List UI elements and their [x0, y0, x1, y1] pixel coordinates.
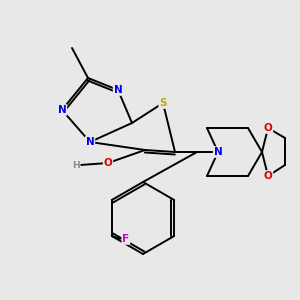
Text: N: N: [114, 85, 122, 95]
Text: O: O: [103, 158, 112, 168]
Text: S: S: [159, 98, 167, 108]
Text: N: N: [58, 105, 66, 115]
Text: O: O: [264, 123, 272, 133]
Text: F: F: [122, 234, 129, 244]
Text: H: H: [72, 160, 80, 169]
Text: N: N: [214, 147, 222, 157]
Text: N: N: [85, 137, 94, 147]
Text: O: O: [264, 171, 272, 181]
